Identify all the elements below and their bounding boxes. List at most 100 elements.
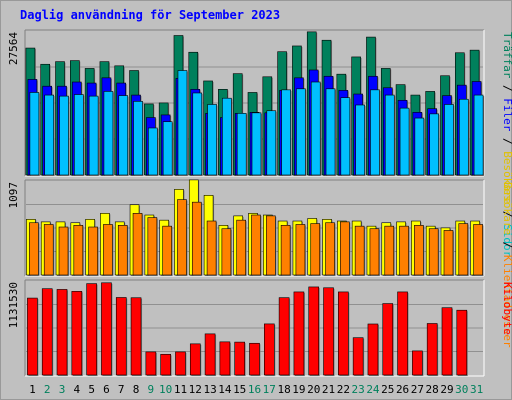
bar-klientadresser-7 bbox=[117, 225, 128, 276]
bar-klientadresser-22 bbox=[340, 221, 350, 276]
x-tick-label: 12 bbox=[189, 383, 202, 396]
bar-klientadresser-28 bbox=[428, 228, 439, 276]
bar-kilobyte-27 bbox=[412, 350, 423, 376]
bar-klientadresser-31 bbox=[473, 224, 483, 276]
bar-sidor-9 bbox=[148, 127, 158, 176]
bar-klientadresser-18 bbox=[280, 225, 291, 276]
bar-sidor-29 bbox=[444, 104, 454, 176]
bar-kilobyte-9 bbox=[145, 351, 157, 376]
legend-separator: / bbox=[501, 131, 512, 151]
bar-sidor-7 bbox=[118, 95, 129, 176]
bar-kilobyte-12 bbox=[189, 343, 201, 376]
bar-kilobyte-14 bbox=[219, 341, 231, 376]
bar-kilobyte-25 bbox=[382, 303, 394, 376]
bar-klientadresser-25 bbox=[384, 225, 395, 276]
bar-sidor-11 bbox=[177, 70, 188, 176]
bar-sidor-24 bbox=[370, 89, 380, 176]
bar-klientadresser-9 bbox=[147, 217, 158, 276]
x-tick-label: 30 bbox=[455, 383, 468, 396]
bar-sidor-10 bbox=[162, 121, 173, 176]
bar-klientadresser-16 bbox=[251, 214, 261, 276]
bar-klientadresser-4 bbox=[73, 225, 84, 276]
x-tick-label: 15 bbox=[233, 383, 246, 396]
bar-kilobyte-7 bbox=[115, 297, 127, 376]
bar-klientadresser-24 bbox=[369, 228, 380, 276]
legend-besokare: Besökare bbox=[501, 151, 512, 204]
x-tick-label: 19 bbox=[292, 383, 305, 396]
bar-klientadresser-26 bbox=[399, 225, 409, 276]
bar-kilobyte-22 bbox=[338, 291, 349, 376]
panel-middle: 1097 Besökare / Klientadresser bbox=[7, 179, 512, 348]
bar-klientadresser-5 bbox=[88, 226, 98, 276]
x-tick-label: 24 bbox=[366, 383, 380, 396]
x-tick-label: 5 bbox=[88, 383, 95, 396]
bar-sidor-6 bbox=[103, 91, 114, 176]
bar-klientadresser-20 bbox=[310, 223, 321, 276]
x-tick-label: 7 bbox=[118, 383, 125, 396]
bar-sidor-16 bbox=[251, 112, 262, 176]
bar-sidor-19 bbox=[296, 88, 306, 176]
x-tick-label: 25 bbox=[381, 383, 394, 396]
x-tick-label: 22 bbox=[337, 383, 350, 396]
bar-sidor-23 bbox=[355, 104, 365, 176]
bar-klientadresser-15 bbox=[236, 219, 246, 276]
legend-kilobyte: Kilobyte bbox=[501, 282, 512, 335]
bar-sidor-30 bbox=[458, 98, 469, 176]
bar-kilobyte-28 bbox=[426, 323, 438, 376]
bar-sidor-26 bbox=[399, 107, 410, 176]
x-tick-label: 6 bbox=[103, 383, 110, 396]
x-tick-label: 27 bbox=[411, 383, 424, 396]
bar-sidor-13 bbox=[207, 104, 217, 176]
side-legend: Kilobyte bbox=[501, 282, 512, 335]
bar-sidor-8 bbox=[133, 101, 143, 176]
series-klientadresser bbox=[29, 199, 484, 276]
bar-klientadresser-10 bbox=[162, 225, 172, 276]
x-tick-label: 9 bbox=[148, 383, 155, 396]
x-tick-label: 21 bbox=[322, 383, 335, 396]
bar-klientadresser-11 bbox=[177, 199, 187, 276]
x-tick-label: 3 bbox=[59, 383, 66, 396]
bar-sidor-14 bbox=[222, 97, 232, 176]
side-legend: Träffar / Filer / Besökare / Sidor bbox=[501, 32, 512, 258]
x-tick-label: 20 bbox=[307, 383, 320, 396]
bar-kilobyte-11 bbox=[175, 351, 186, 376]
bar-kilobyte-19 bbox=[293, 291, 305, 376]
x-tick-label: 17 bbox=[263, 383, 276, 396]
bar-sidor-18 bbox=[281, 89, 291, 176]
bar-sidor-28 bbox=[429, 113, 439, 176]
legend-traffar: Träffar bbox=[501, 32, 512, 79]
bar-kilobyte-24 bbox=[367, 323, 379, 376]
x-tick-label: 26 bbox=[396, 383, 409, 396]
bar-klientadresser-23 bbox=[354, 225, 365, 276]
bar-kilobyte-18 bbox=[278, 297, 290, 376]
bar-sidor-31 bbox=[473, 94, 484, 176]
panel-top: 27564 Träffar / Filer / Besökare / Sidor bbox=[7, 29, 512, 258]
legend-sidor: Sidor bbox=[501, 224, 512, 257]
bar-klientadresser-8 bbox=[132, 213, 143, 276]
bar-klientadresser-17 bbox=[266, 215, 276, 276]
bar-sidor-20 bbox=[310, 81, 321, 176]
bar-klientadresser-1 bbox=[29, 222, 39, 276]
bar-sidor-17 bbox=[266, 110, 277, 176]
side-legend: Besökare / Klientadresser bbox=[501, 182, 512, 348]
x-axis: 1 2 3 4 5 6 7 8 9 10 11 12 13 14 15 16 17 18 19 20 21 22 23 24 2… bbox=[29, 383, 483, 396]
series-kilobyte bbox=[27, 282, 468, 376]
bar-klientadresser-21 bbox=[325, 222, 335, 276]
bar-kilobyte-15 bbox=[234, 341, 245, 376]
x-tick-label: 2 bbox=[44, 383, 51, 396]
bar-klientadresser-30 bbox=[458, 223, 469, 276]
bar-klientadresser-12 bbox=[191, 201, 202, 276]
x-tick-label: 16 bbox=[248, 383, 261, 396]
bar-sidor-22 bbox=[340, 97, 351, 176]
bar-kilobyte-29 bbox=[441, 307, 453, 376]
bar-kilobyte-8 bbox=[130, 297, 142, 376]
bar-kilobyte-17 bbox=[264, 323, 275, 376]
legend-filer: Filer bbox=[501, 98, 512, 131]
x-tick-label: 23 bbox=[352, 383, 365, 396]
x-tick-label: 10 bbox=[159, 383, 172, 396]
x-tick-label: 14 bbox=[218, 383, 232, 396]
bar-kilobyte-2 bbox=[41, 288, 53, 376]
bar-kilobyte-26 bbox=[397, 291, 408, 376]
bar-sidor-27 bbox=[414, 117, 425, 176]
